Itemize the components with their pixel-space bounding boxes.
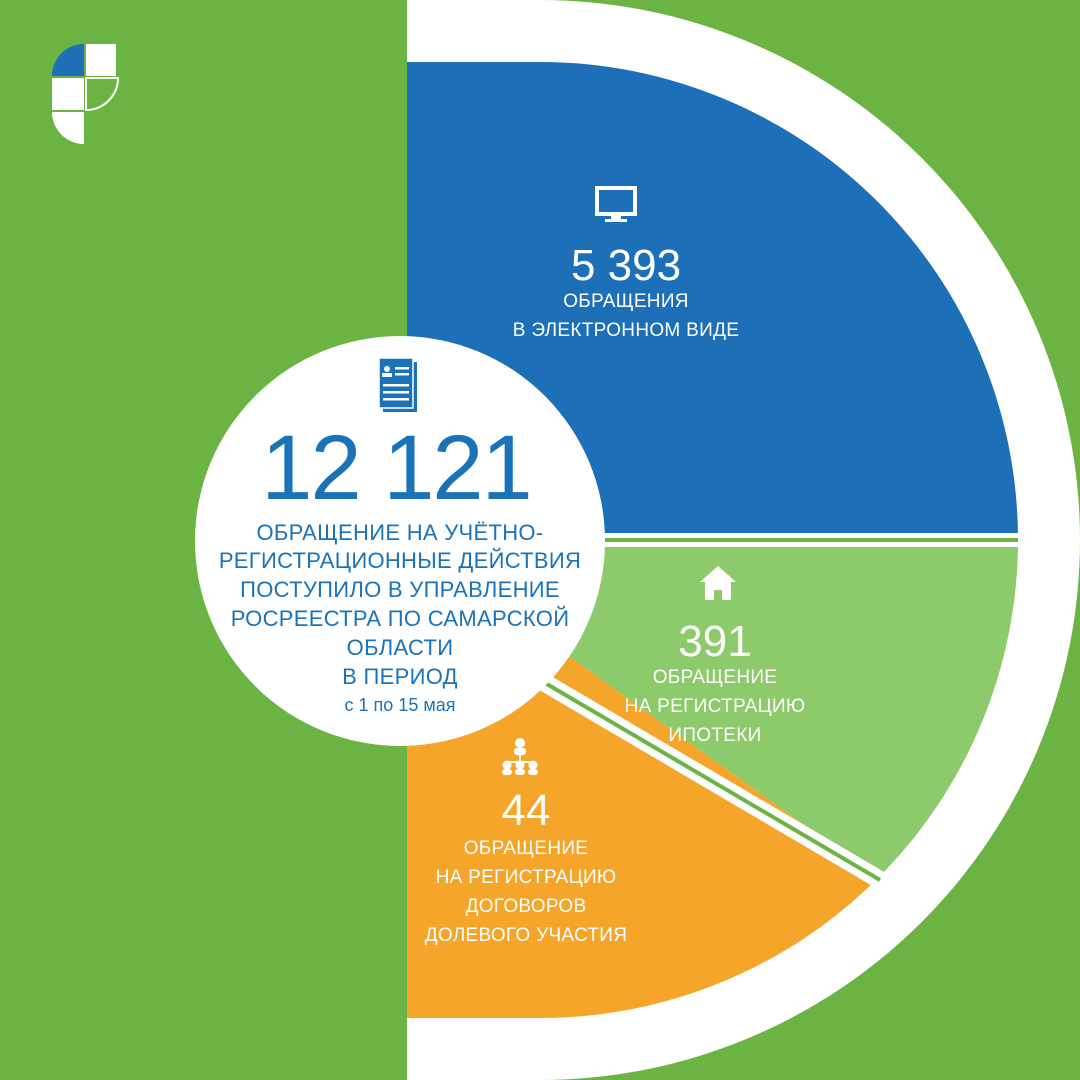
total-label-line1: ОБРАЩЕНИЕ НА УЧЁТНО- — [257, 520, 544, 545]
total-label-line5: ОБЛАСТИ — [347, 635, 454, 660]
slice-electronic-value: 5 393 — [571, 241, 681, 290]
separator-2-inner — [538, 678, 882, 882]
slice-electronic-label-line2: В ЭЛЕКТРОННОМ ВИДЕ — [513, 320, 739, 341]
total-label-line4: РОСРЕЕСТРА ПО САМАРСКОЙ — [231, 606, 570, 631]
rosreestr-logo-icon — [52, 44, 120, 144]
total-circle — [195, 336, 605, 746]
slice-mortgage-label-line2: НА РЕГИСТРАЦИЮ — [625, 696, 806, 717]
slice-electronic-label-line1: ОБРАЩЕНИЯ — [563, 291, 689, 312]
slice-equity-label-line3: ДОГОВОРОВ — [466, 896, 587, 917]
slice-equity-label-line1: ОБРАЩЕНИЕ — [464, 838, 589, 859]
people-network-icon — [502, 738, 538, 775]
total-label-line2: РЕГИСТРАЦИОННЫЕ ДЕЙСТВИЯ — [219, 548, 581, 573]
slice-mortgage-label-line3: ИПОТЕКИ — [668, 725, 761, 746]
slice-equity-label-line2: НА РЕГИСТРАЦИЮ — [436, 867, 617, 888]
total-label-line3: ПОСТУПИЛО В УПРАВЛЕНИЕ — [240, 577, 560, 602]
total-value: 12 121 — [261, 417, 530, 519]
slice-equity-label-line4: ДОЛЕВОГО УЧАСТИЯ — [425, 925, 628, 946]
total-period: с 1 по 15 мая — [345, 695, 456, 715]
monitor-icon — [595, 186, 637, 222]
document-icon — [378, 357, 417, 412]
slice-mortgage-value: 391 — [678, 617, 751, 666]
slice-equity-value: 44 — [502, 786, 551, 835]
total-label-line6: В ПЕРИОД — [342, 664, 458, 689]
slice-mortgage-label-line1: ОБРАЩЕНИЕ — [653, 667, 778, 688]
house-icon — [700, 566, 736, 600]
